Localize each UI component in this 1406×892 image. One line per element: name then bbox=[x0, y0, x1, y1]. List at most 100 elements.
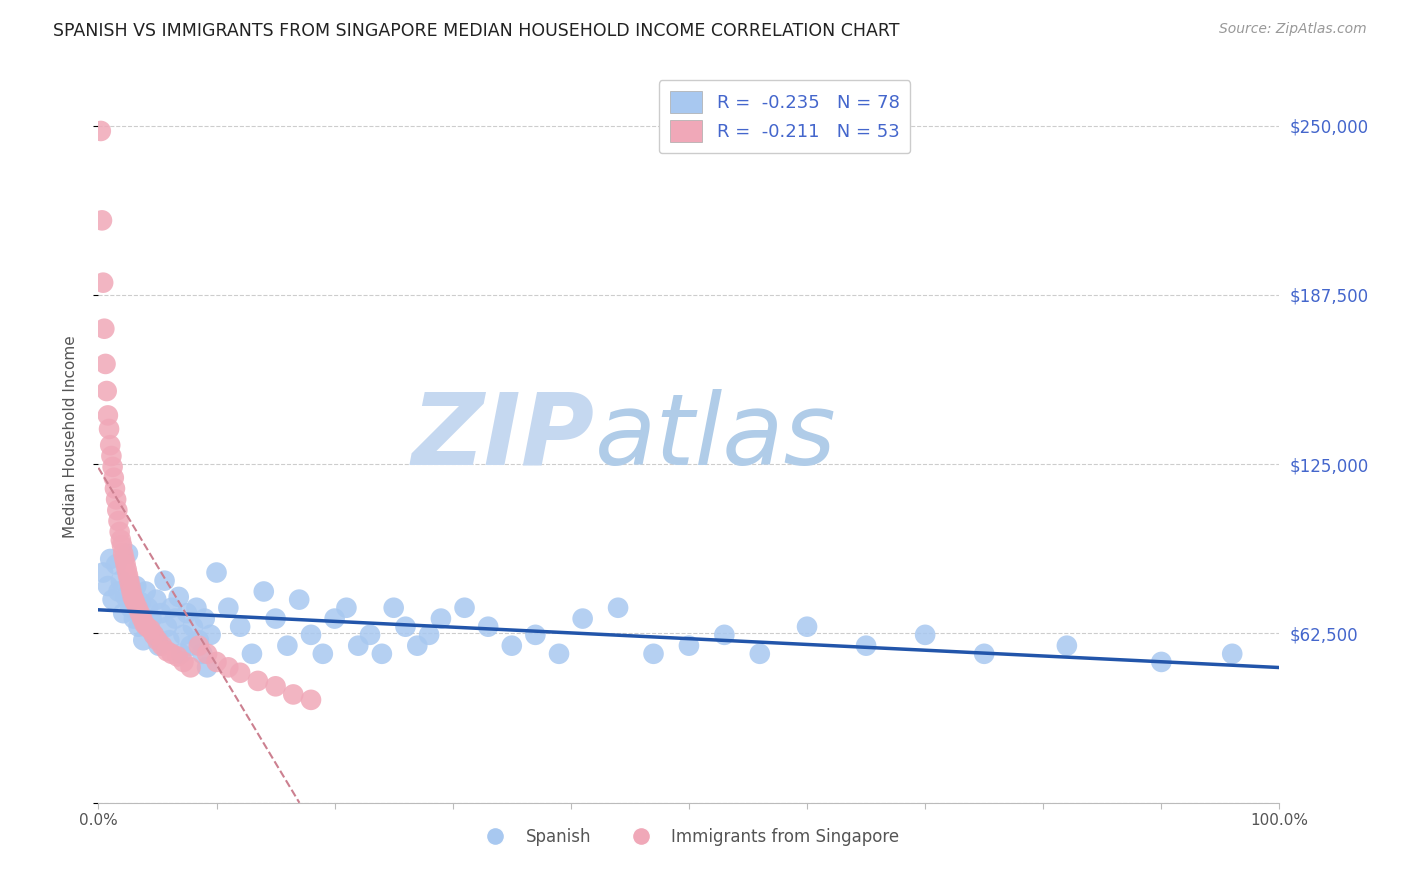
Point bbox=[156, 620, 179, 634]
Point bbox=[167, 590, 190, 604]
Point bbox=[172, 628, 194, 642]
Point bbox=[98, 552, 121, 566]
Point bbox=[141, 611, 163, 625]
Point bbox=[97, 409, 120, 423]
Point bbox=[229, 665, 252, 680]
Point bbox=[347, 639, 370, 653]
Point bbox=[1150, 655, 1173, 669]
Point bbox=[153, 574, 176, 588]
Point bbox=[264, 679, 287, 693]
Point bbox=[118, 574, 141, 588]
Point bbox=[160, 600, 183, 615]
Point bbox=[129, 595, 152, 609]
Point bbox=[283, 688, 305, 702]
Point bbox=[127, 600, 149, 615]
Point bbox=[112, 552, 135, 566]
Point bbox=[146, 633, 169, 648]
Point bbox=[170, 647, 193, 661]
Point bbox=[94, 357, 117, 371]
Text: atlas: atlas bbox=[595, 389, 837, 485]
Point bbox=[91, 276, 114, 290]
Point bbox=[176, 606, 198, 620]
Point bbox=[110, 574, 132, 588]
Point bbox=[229, 620, 252, 634]
Point bbox=[165, 611, 187, 625]
Point bbox=[115, 563, 138, 577]
Point bbox=[607, 600, 630, 615]
Point bbox=[128, 620, 150, 634]
Point bbox=[382, 600, 405, 615]
Point bbox=[246, 673, 269, 688]
Point bbox=[160, 647, 183, 661]
Point bbox=[371, 647, 394, 661]
Point bbox=[430, 611, 453, 625]
Point bbox=[418, 628, 440, 642]
Point bbox=[1220, 647, 1243, 661]
Point bbox=[135, 620, 157, 634]
Text: ZIP: ZIP bbox=[412, 389, 595, 485]
Point bbox=[855, 639, 877, 653]
Point bbox=[156, 644, 179, 658]
Point bbox=[288, 592, 311, 607]
Point bbox=[135, 584, 157, 599]
Point bbox=[112, 606, 135, 620]
Point bbox=[643, 647, 665, 661]
Point bbox=[97, 579, 120, 593]
Point bbox=[117, 547, 139, 561]
Point bbox=[117, 568, 139, 582]
Point bbox=[571, 611, 593, 625]
Point bbox=[90, 124, 112, 138]
Point bbox=[114, 558, 136, 572]
Point bbox=[142, 628, 165, 642]
Point bbox=[120, 600, 142, 615]
Point bbox=[107, 514, 129, 528]
Point bbox=[108, 524, 131, 539]
Point bbox=[1056, 639, 1078, 653]
Point bbox=[91, 566, 114, 580]
Point bbox=[128, 606, 150, 620]
Point bbox=[98, 422, 121, 436]
Point bbox=[105, 492, 128, 507]
Point bbox=[157, 633, 180, 648]
Point bbox=[101, 592, 124, 607]
Point bbox=[105, 558, 128, 572]
Point bbox=[103, 471, 125, 485]
Point bbox=[276, 639, 298, 653]
Point bbox=[145, 592, 167, 607]
Point bbox=[131, 611, 153, 625]
Point bbox=[121, 584, 143, 599]
Point bbox=[195, 660, 218, 674]
Point bbox=[312, 647, 335, 661]
Text: SPANISH VS IMMIGRANTS FROM SINGAPORE MEDIAN HOUSEHOLD INCOME CORRELATION CHART: SPANISH VS IMMIGRANTS FROM SINGAPORE MED… bbox=[53, 22, 900, 40]
Text: Source: ZipAtlas.com: Source: ZipAtlas.com bbox=[1219, 22, 1367, 37]
Point bbox=[253, 584, 276, 599]
Point bbox=[217, 660, 239, 674]
Point bbox=[139, 623, 162, 637]
Point bbox=[186, 600, 208, 615]
Point bbox=[335, 600, 357, 615]
Point bbox=[107, 584, 129, 599]
Point bbox=[453, 600, 475, 615]
Point bbox=[914, 628, 936, 642]
Point bbox=[359, 628, 381, 642]
Point bbox=[134, 617, 156, 632]
Point bbox=[132, 633, 155, 648]
Point bbox=[180, 639, 202, 653]
Point bbox=[104, 482, 127, 496]
Point bbox=[125, 579, 148, 593]
Point bbox=[148, 639, 170, 653]
Point bbox=[477, 620, 499, 634]
Point bbox=[96, 384, 118, 398]
Point bbox=[122, 611, 145, 625]
Legend: Spanish, Immigrants from Singapore: Spanish, Immigrants from Singapore bbox=[472, 822, 905, 853]
Point bbox=[93, 322, 115, 336]
Point bbox=[111, 538, 134, 552]
Point bbox=[101, 459, 124, 474]
Point bbox=[166, 649, 188, 664]
Point bbox=[217, 600, 239, 615]
Point bbox=[180, 660, 202, 674]
Point bbox=[124, 595, 146, 609]
Point bbox=[136, 600, 159, 615]
Point bbox=[105, 503, 128, 517]
Point bbox=[748, 647, 770, 661]
